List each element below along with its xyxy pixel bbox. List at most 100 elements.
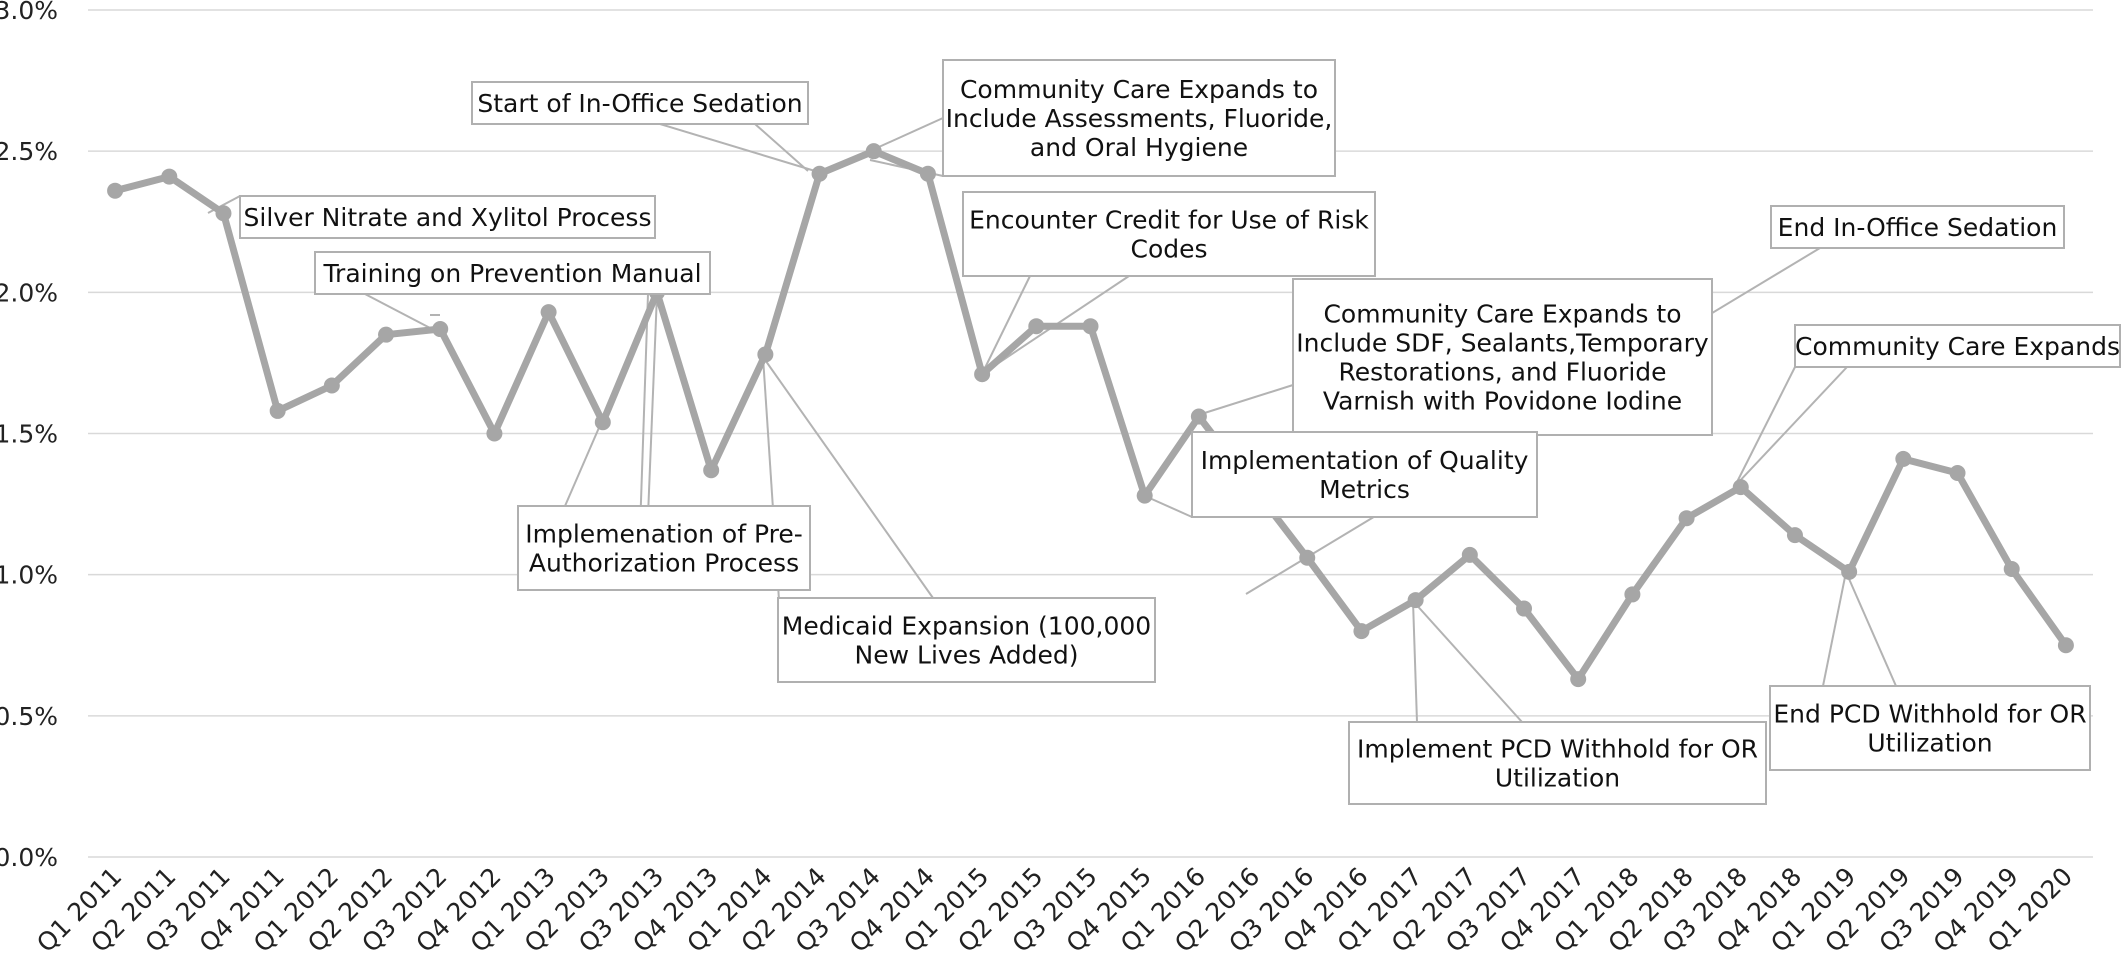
annotation-leader: [1734, 366, 1848, 487]
annotation-text: Utilization: [1495, 764, 1620, 793]
annotation-leader: [1822, 571, 1847, 687]
y-tick-label: 1.5%: [0, 420, 58, 449]
callout-box: [1348, 721, 1767, 805]
callout-box: [1769, 685, 2091, 771]
annotation-text: Utilization: [1867, 729, 1992, 758]
annotation-text: Authorization Process: [529, 549, 799, 578]
data-point: [811, 165, 828, 182]
annotation-text: Medicaid Expansion (100,000: [782, 612, 1151, 641]
annotation-leader: [981, 275, 1031, 375]
y-tick-label: 2.5%: [0, 137, 58, 166]
data-point: [974, 366, 991, 383]
annotation-text: Silver Nitrate and Xylitol Process: [244, 203, 652, 232]
data-point: [1516, 600, 1533, 617]
annotation-text: End PCD Withhold for OR: [1773, 700, 2086, 729]
data-point: [1461, 546, 1478, 563]
data-point: [269, 402, 286, 419]
annotation-text: Community Care Expands to: [1323, 300, 1681, 329]
data-point: [540, 304, 557, 321]
annotation-text: Community Care Expands to: [960, 75, 1318, 104]
annotation-text: New Lives Added): [855, 641, 1079, 670]
data-point: [1570, 671, 1587, 688]
data-point: [1895, 450, 1912, 467]
data-point: [2003, 561, 2020, 578]
y-tick-label: 2.0%: [0, 278, 58, 307]
annotation-text: Training on Prevention Manual: [322, 259, 701, 288]
callout-box: [1770, 205, 2065, 249]
annotation-leader: [1194, 384, 1294, 417]
annotation-leader: [1412, 600, 1523, 723]
callout-box: [1191, 431, 1538, 518]
annotation-text: Implemenation of Pre-: [525, 520, 802, 549]
annotation-text: Encounter Credit for Use of Risk: [969, 206, 1369, 235]
data-point: [323, 377, 340, 394]
annotation-leader: [754, 123, 809, 172]
annotation-leader: [1412, 600, 1418, 723]
annotation-leader: [364, 293, 433, 330]
y-tick-label: 0.5%: [0, 702, 58, 731]
callout-box: [1794, 324, 2121, 368]
annotation-callout: End In-Office Sedation: [1770, 205, 2065, 249]
data-point: [1841, 563, 1858, 580]
data-point: [1136, 487, 1153, 504]
data-point: [2057, 637, 2074, 654]
callout-box: [777, 597, 1156, 683]
y-tick-label: 1.0%: [0, 561, 58, 590]
callout-box: [517, 505, 811, 591]
annotation-text: Include Assessments, Fluoride,: [946, 104, 1333, 133]
callout-box: [314, 251, 711, 295]
data-point: [757, 346, 774, 363]
data-point: [486, 425, 503, 442]
annotation-leader: [1144, 495, 1193, 518]
annotation-text: Start of In-Office Sedation: [477, 89, 802, 118]
data-point: [161, 168, 178, 185]
annotation-text: Implement PCD Withhold for OR: [1357, 735, 1758, 764]
annotation-callout: Silver Nitrate and Xylitol Process: [239, 195, 656, 239]
data-point: [107, 182, 124, 199]
data-point: [594, 414, 611, 431]
callout-box: [471, 81, 809, 125]
annotation-leader: [659, 123, 816, 172]
data-point: [378, 326, 395, 343]
data-point: [1949, 465, 1966, 482]
callout-box: [239, 195, 656, 239]
annotation-leader: [1845, 571, 1897, 687]
annotation-leader: [869, 117, 944, 152]
callout-box: [962, 191, 1376, 277]
annotation-leader: [762, 356, 934, 599]
data-point: [865, 143, 882, 160]
callout-box: [1292, 278, 1713, 436]
annotation-text: Include SDF, Sealants,Temporary: [1296, 329, 1709, 358]
annotation-text: and Oral Hygiene: [1030, 133, 1248, 162]
annotation-text: End In-Office Sedation: [1778, 213, 2058, 242]
data-point: [1624, 586, 1641, 603]
annotation-text: Varnish with Povidone Iodine: [1323, 387, 1682, 416]
data-point: [703, 462, 720, 479]
data-point: [1678, 510, 1695, 527]
annotation-callout: Community Care Expands: [1794, 324, 2121, 368]
data-point: [1028, 318, 1045, 335]
data-point: [215, 205, 232, 222]
annotation-leader: [1734, 366, 1796, 487]
annotation-text: Metrics: [1319, 475, 1410, 504]
y-axis: 0.0% 0.5% 1.0% 1.5% 2.0% 2.5% 3.0%: [0, 0, 58, 872]
annotation-text: Community Care Expands: [1795, 332, 2120, 361]
data-point: [1786, 527, 1803, 544]
annotation-callout: Training on Prevention Manual: [314, 251, 711, 295]
data-point: [1299, 549, 1316, 566]
data-point: [432, 321, 449, 338]
annotation-callout: Start of In-Office Sedation: [471, 81, 809, 125]
data-point: [1732, 479, 1749, 496]
data-point: [1353, 623, 1370, 640]
annotation-text: Restorations, and Fluoride: [1338, 358, 1666, 387]
data-point: [1407, 592, 1424, 609]
